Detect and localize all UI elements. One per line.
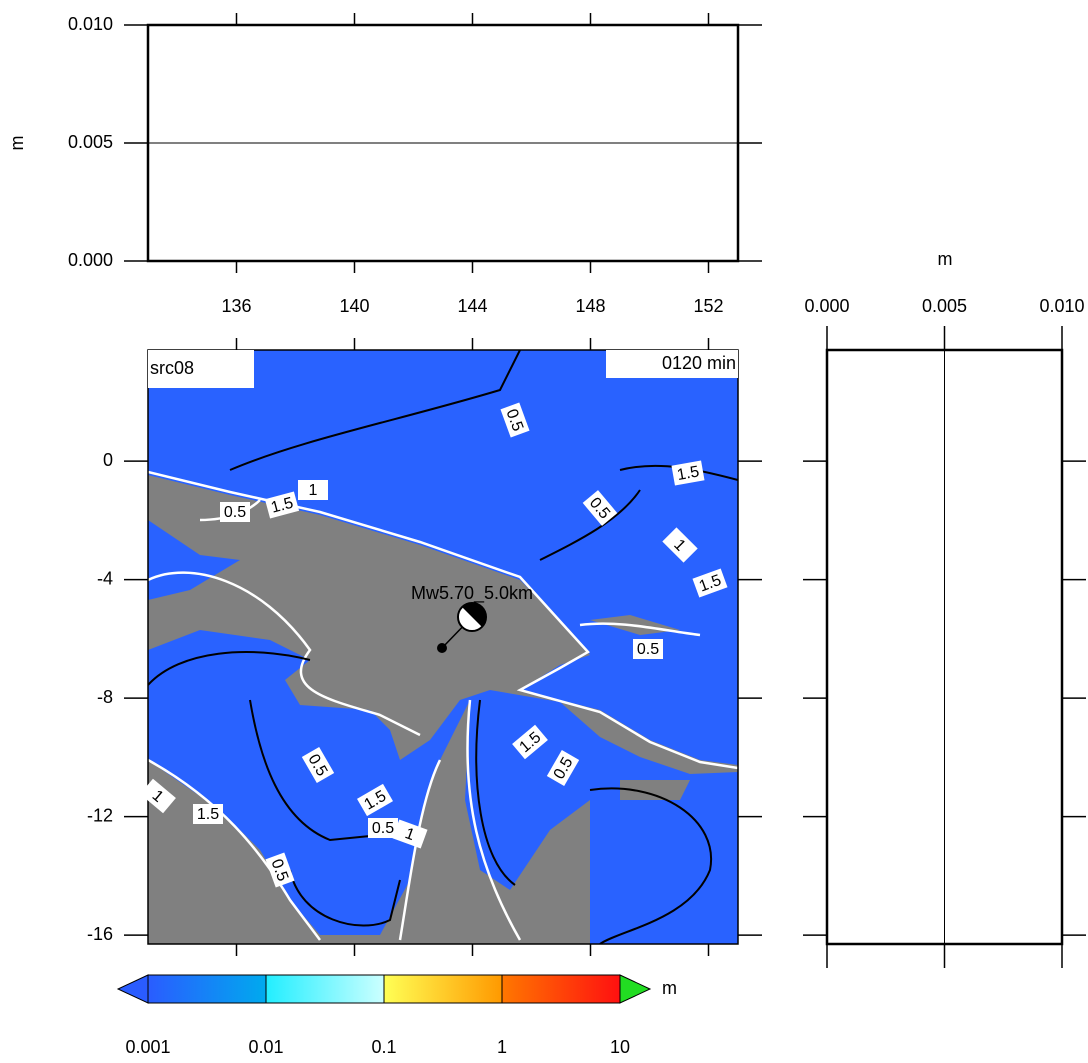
contour-label: 1.5 — [671, 460, 705, 486]
land — [620, 780, 690, 800]
colorbar-tick-label: 10 — [610, 1037, 630, 1057]
x-tick-label: 0.005 — [922, 296, 967, 316]
contour-label: 1 — [140, 778, 176, 814]
colorbar-tick-label: 1 — [497, 1037, 507, 1057]
epicenter — [437, 643, 447, 653]
contour-label: 1 — [392, 819, 428, 849]
contour-label-box — [692, 568, 728, 598]
x-tick-label: 140 — [339, 296, 369, 316]
contour-label-box — [301, 747, 335, 783]
y-tick-label: 0.000 — [68, 250, 113, 270]
contour-label-box — [140, 778, 176, 814]
y-tick-label: 0.005 — [68, 132, 113, 152]
contour-label-text: 1.5 — [697, 572, 724, 596]
contour-label-box — [264, 491, 300, 519]
contour-label: 0.5 — [265, 852, 295, 888]
contour-label-box — [392, 819, 428, 849]
colorbar-segment — [266, 975, 384, 1003]
contour-label: 0.5 — [368, 818, 398, 838]
event-label: Mw5.70_5.0km — [411, 583, 533, 604]
contour-label: 0.5 — [220, 502, 250, 522]
contour-label-text: 0.5 — [637, 641, 659, 658]
contour-label: 0.5 — [633, 639, 663, 659]
contour-label-box — [298, 480, 328, 500]
map-area — [148, 350, 738, 944]
colorbar-segment — [384, 975, 502, 1003]
y-tick-label: -4 — [97, 568, 113, 588]
x-tick-label: 0.010 — [1039, 296, 1084, 316]
colorbar-unit: m — [662, 978, 677, 998]
time-box — [606, 350, 738, 378]
contour-label-text: 0.5 — [372, 820, 394, 837]
bay — [148, 520, 240, 600]
contour-label-box — [193, 804, 223, 824]
contour-label-text: 1.5 — [197, 806, 219, 823]
x-tick-label: 148 — [575, 296, 605, 316]
contour-label: 0.5 — [500, 402, 530, 438]
x-tick-label: 136 — [221, 296, 251, 316]
contour-label: 1 — [298, 480, 328, 500]
colorbar-segment — [148, 975, 266, 1003]
colorbar-segment — [502, 975, 620, 1003]
colorbar-tick-label: 0.1 — [371, 1037, 396, 1057]
colorbar-tick-label: 0.001 — [125, 1037, 170, 1057]
x-tick-label: 152 — [693, 296, 723, 316]
contour-label-box — [368, 818, 398, 838]
beachball-fill — [462, 602, 487, 627]
contour-label-text: 0.5 — [503, 407, 527, 434]
contour-label-text: 1.5 — [676, 463, 701, 484]
y-tick-label: -12 — [87, 805, 113, 825]
contour-label: 1.5 — [193, 804, 223, 824]
land — [148, 700, 590, 944]
map-title: src08 — [150, 358, 194, 378]
map-time: 0120 min — [662, 353, 736, 373]
top-ylabel: m — [7, 136, 27, 151]
contour-label-box — [671, 460, 705, 486]
contour-label-text: 0.5 — [268, 857, 292, 884]
contour-label: 1.5 — [692, 568, 728, 598]
x-tick-label: 144 — [457, 296, 487, 316]
contour-label-box — [357, 783, 393, 817]
contour-label: 1.5 — [264, 491, 300, 519]
contour-label-box — [220, 502, 250, 522]
contour-label-box — [512, 724, 548, 760]
contour-label-text: 1 — [309, 482, 318, 499]
contour-label-box — [633, 639, 663, 659]
contour-label: 1 — [662, 527, 698, 563]
side-xlabel: m — [938, 249, 953, 269]
contour-label-box — [582, 490, 618, 526]
contour-label-box — [662, 527, 698, 563]
colorbar-tick-label: 0.01 — [248, 1037, 283, 1057]
x-tick-label: 0.000 — [804, 296, 849, 316]
title-box — [148, 350, 254, 388]
y-tick-label: -16 — [87, 924, 113, 944]
contour-label-box — [546, 750, 580, 786]
contour-label-text: 1.5 — [269, 495, 295, 517]
colorbar-under — [116, 974, 149, 1004]
y-tick-label: 0.010 — [68, 14, 113, 34]
y-tick-label: -8 — [97, 687, 113, 707]
map-frame — [147, 349, 739, 945]
land — [148, 475, 738, 774]
contour-label-text: 0.5 — [224, 504, 246, 521]
colorbar-over — [619, 974, 652, 1004]
contour-label-box — [265, 852, 295, 888]
y-tick-label: 0 — [103, 450, 113, 470]
contour-label-box — [500, 402, 530, 438]
